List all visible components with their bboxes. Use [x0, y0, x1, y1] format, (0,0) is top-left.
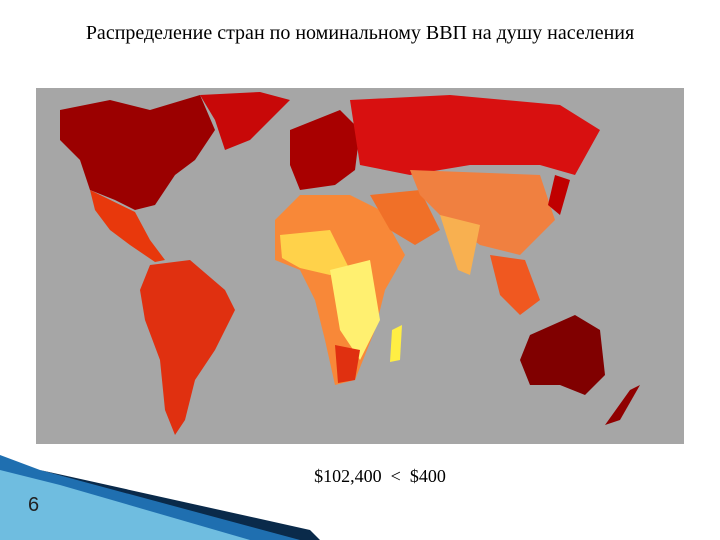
japan: [548, 175, 570, 215]
africa-south: [335, 345, 360, 383]
india: [440, 215, 480, 275]
russia: [350, 95, 600, 175]
australia: [520, 315, 605, 395]
greenland: [200, 92, 290, 150]
slide-title: Распределение стран по номинальному ВВП …: [85, 22, 635, 44]
decoration: [0, 470, 250, 540]
north-america: [60, 95, 215, 210]
decoration: [40, 470, 320, 540]
central-america: [90, 190, 165, 262]
asia: [410, 170, 555, 255]
south-east-asia: [490, 255, 540, 315]
africa-central: [330, 260, 380, 360]
south-america: [140, 260, 235, 435]
map-legend: $102,400 < $400: [314, 466, 446, 486]
europe: [290, 110, 360, 190]
middle-east: [370, 190, 440, 245]
africa-west: [280, 230, 350, 275]
slide-number: 6: [28, 494, 40, 516]
madagascar: [390, 325, 402, 362]
new-zealand: [605, 385, 640, 425]
world-map: [36, 88, 684, 444]
